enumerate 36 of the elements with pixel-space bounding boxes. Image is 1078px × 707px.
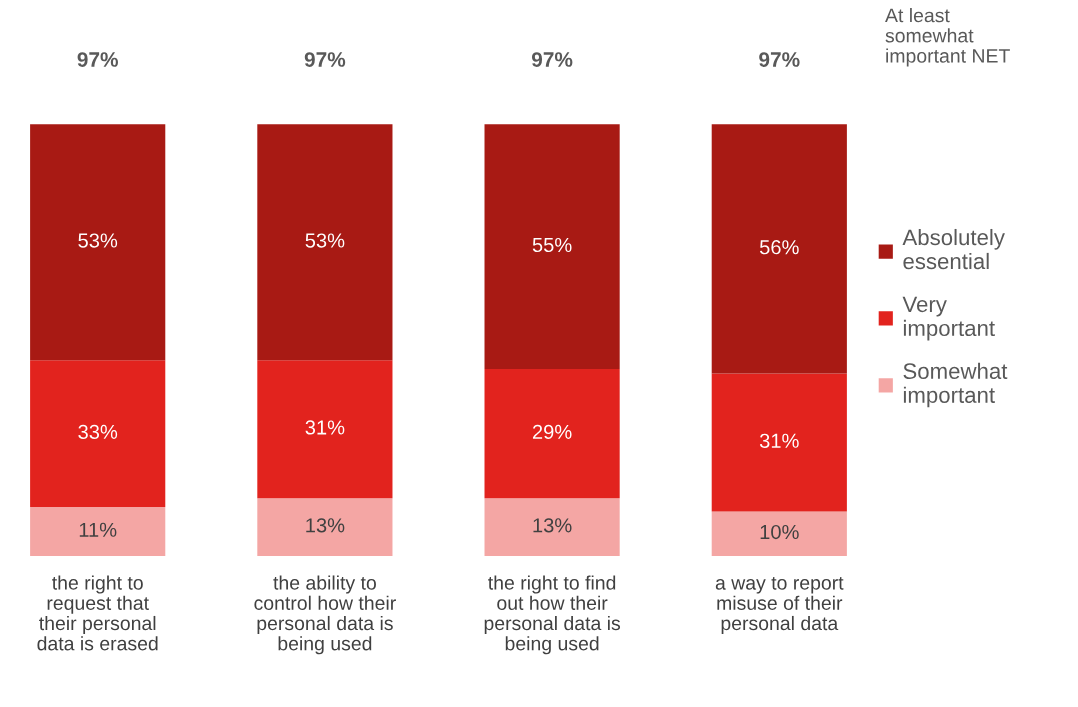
bar <box>257 124 393 361</box>
x-tick-label: the right to request that their personal data is erased <box>37 575 158 651</box>
bar <box>484 369 620 499</box>
bar <box>30 124 166 361</box>
total-label: 97% <box>759 52 800 67</box>
legend-label: Absolutely essential <box>902 228 1005 270</box>
total-label: 97% <box>531 52 573 67</box>
legend-label: Somewhat important <box>903 362 1008 408</box>
bar <box>30 507 166 556</box>
data-label: 13% <box>533 518 572 533</box>
data-label: 11% <box>79 522 117 537</box>
bar <box>484 124 620 370</box>
bar <box>711 373 847 512</box>
bar <box>484 498 620 556</box>
text: At least somewhat important NET <box>885 8 1010 67</box>
x-tick-label: the right to find out how their personal data is being used <box>484 575 621 655</box>
data-label: 56% <box>759 240 799 255</box>
bar <box>257 498 393 556</box>
total-label: 97% <box>77 52 118 67</box>
data-label: 55% <box>532 237 572 253</box>
data-label: 29% <box>532 424 572 440</box>
data-label: 31% <box>305 420 345 435</box>
x-tick-label: the ability to control how their personal data is being used <box>254 575 396 655</box>
data-label: 10% <box>760 524 799 540</box>
bar <box>257 360 393 499</box>
bar <box>711 511 847 556</box>
x-tick-label: a way to report misuse of their personal data <box>715 576 844 635</box>
data-label: 31% <box>759 433 799 448</box>
bar <box>711 124 847 374</box>
data-label: 13% <box>306 518 345 533</box>
total-label: 97% <box>304 52 346 67</box>
bar <box>30 360 166 508</box>
data-label: 53% <box>78 233 118 248</box>
data-label: 53% <box>305 233 345 248</box>
data-label: 33% <box>78 424 118 440</box>
legend-label: Very important <box>902 296 995 341</box>
